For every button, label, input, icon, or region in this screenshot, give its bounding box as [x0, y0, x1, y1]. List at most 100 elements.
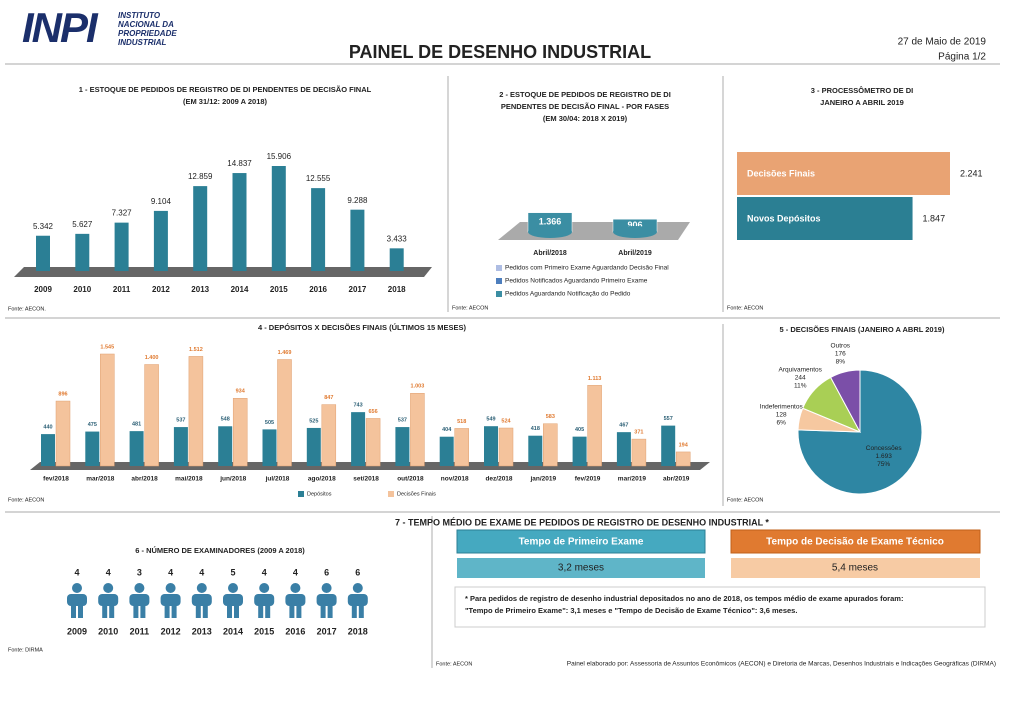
- bar: [661, 426, 675, 466]
- value-label: 1.400: [145, 355, 159, 361]
- x-tick-label: fev/2018: [43, 476, 69, 483]
- chart-title: 6 - NÚMERO DE EXAMINADORES (2009 A 2018): [135, 546, 305, 555]
- value-label: 5.627: [72, 220, 93, 229]
- icon-head: [72, 583, 82, 593]
- icon-head: [103, 583, 113, 593]
- value-label: 847: [324, 395, 333, 401]
- icon-leg: [172, 603, 177, 618]
- x-tick-label: set/2018: [353, 476, 379, 483]
- metric-label: Tempo de Primeiro Exame: [519, 537, 644, 548]
- person-icon: [129, 583, 149, 618]
- x-tick-label: 2014: [223, 626, 243, 636]
- chart-title: (EM 30/04: 2018 X 2019): [543, 114, 628, 123]
- icon-body: [67, 594, 87, 606]
- slice-label: 128: [776, 412, 787, 419]
- bar-label: Decisões Finais: [747, 168, 815, 178]
- icon-leg: [234, 603, 239, 618]
- x-tick-label: 2012: [152, 285, 170, 294]
- slice-label: 11%: [794, 383, 807, 390]
- person-icon: [161, 583, 181, 618]
- bar: [218, 426, 232, 466]
- metric-value: 5,4 meses: [832, 563, 878, 574]
- bar: [233, 398, 247, 466]
- x-tick-label: 2010: [73, 285, 91, 294]
- icon-leg: [321, 603, 326, 618]
- cylinder-bottom: [613, 226, 657, 238]
- slice-label: 8%: [836, 359, 846, 366]
- value-label: 5.342: [33, 222, 54, 231]
- count-label: 3: [137, 567, 142, 577]
- value-label: 1.113: [588, 376, 601, 382]
- bar: [410, 393, 424, 466]
- count-label: 4: [74, 567, 79, 577]
- legend-swatch: [496, 265, 502, 271]
- bar-label: Novos Depósitos: [747, 213, 821, 223]
- x-tick-label: out/2018: [397, 476, 424, 483]
- source: Fonte: AECON: [727, 497, 763, 503]
- icon-body: [192, 594, 212, 606]
- x-tick-label: 2011: [113, 285, 131, 294]
- value-label: 2.241: [960, 168, 983, 178]
- bar: [307, 428, 321, 466]
- slice-label: Concessões: [866, 445, 903, 452]
- x-tick-label: 2013: [191, 285, 209, 294]
- page-number: Página 1/2: [938, 52, 986, 63]
- metric-label: Tempo de Decisão de Exame Técnico: [766, 537, 944, 548]
- icon-head: [228, 583, 238, 593]
- slice-label: 6%: [777, 420, 787, 427]
- legend-swatch: [298, 491, 304, 497]
- icon-leg: [71, 603, 76, 618]
- legend-label: Pedidos com Primeiro Exame Aguardando De…: [505, 265, 669, 272]
- icon-body: [254, 594, 274, 606]
- icon-leg: [78, 603, 83, 618]
- count-label: 4: [106, 567, 111, 577]
- chart-title: 3 - PROCESSÔMETRO DE DI: [811, 86, 914, 95]
- value-label: 440: [43, 425, 52, 431]
- bar: [85, 432, 99, 466]
- icon-leg: [258, 603, 263, 618]
- value-label: 934: [236, 389, 246, 395]
- x-tick-label: 2009: [34, 285, 52, 294]
- value-label: 12.555: [306, 174, 331, 183]
- x-tick-label: 2013: [192, 626, 212, 636]
- value-label: 537: [398, 418, 407, 424]
- bar: [543, 424, 557, 466]
- value-label: 525: [309, 418, 318, 424]
- person-icon: [192, 583, 212, 618]
- value-label: 12.859: [188, 172, 213, 181]
- source: Fonte: AECON: [727, 305, 763, 311]
- x-tick-label: 2010: [98, 626, 118, 636]
- icon-head: [197, 583, 207, 593]
- x-tick-label: Abril/2018: [533, 250, 567, 257]
- bar: [56, 401, 70, 466]
- source: Fonte: AECON: [8, 497, 44, 503]
- legend-swatch: [388, 491, 394, 497]
- value-label: 467: [619, 423, 628, 429]
- count-label: 5: [230, 567, 235, 577]
- icon-head: [259, 583, 269, 593]
- icon-head: [134, 583, 144, 593]
- note-line: * Para pedidos de registro de desenho in…: [465, 594, 903, 603]
- slice-label: 176: [835, 351, 846, 358]
- icon-body: [285, 594, 305, 606]
- note-line: "Tempo de Primeiro Exame": 3,1 meses e "…: [465, 606, 797, 615]
- bar: [528, 436, 542, 466]
- source: Fonte: DIRMA: [8, 647, 43, 653]
- icon-leg: [109, 603, 114, 618]
- chart-title: JANEIRO A ABRIL 2019: [820, 98, 904, 107]
- bar: [174, 427, 188, 466]
- slice-label: Outros: [831, 343, 851, 350]
- legend-swatch: [496, 278, 502, 284]
- count-label: 6: [324, 567, 329, 577]
- institute-line: INDUSTRIAL: [118, 38, 167, 47]
- chart-title: 2 - ESTOQUE DE PEDIDOS DE REGISTRO DE DI: [499, 90, 671, 99]
- bar: [676, 452, 690, 466]
- chart-title: 4 - DEPÓSITOS X DECISÕES FINAIS (ÚLTIMOS…: [258, 323, 467, 332]
- bar: [455, 428, 469, 466]
- value-label: 548: [221, 417, 230, 423]
- value-label: 371: [634, 430, 643, 436]
- count-label: 4: [168, 567, 173, 577]
- bar: [193, 186, 207, 271]
- institute-line: PROPRIEDADE: [118, 29, 177, 38]
- icon-leg: [265, 603, 270, 618]
